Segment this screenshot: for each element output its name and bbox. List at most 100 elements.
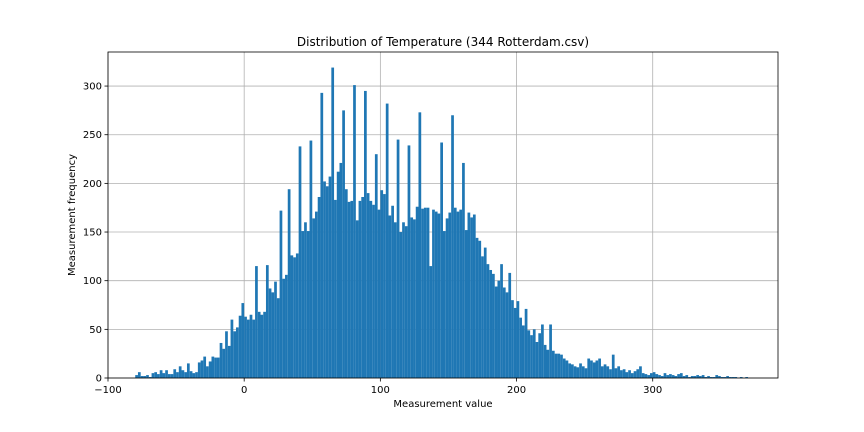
histogram-bar [361, 196, 365, 378]
histogram-bar [355, 220, 359, 378]
histogram-bar [728, 377, 732, 378]
histogram-bar [195, 372, 198, 378]
histogram-bar [230, 319, 234, 378]
histogram-bar [451, 115, 454, 379]
histogram-bar [399, 232, 403, 378]
histogram-bar [453, 207, 457, 378]
histogram-bar [622, 369, 626, 378]
histogram-bar [579, 363, 582, 378]
y-axis-ticks: 0 50 100 150 200 250 300 [83, 82, 108, 385]
histogram-bar [157, 374, 160, 378]
histogram-bar [519, 317, 522, 378]
histogram-bar [263, 311, 266, 378]
histogram-bar [437, 213, 441, 378]
histogram-bar [560, 354, 563, 378]
histogram-bar [546, 349, 550, 378]
y-tick-label: 250 [83, 130, 102, 141]
histogram-bar [625, 372, 629, 378]
histogram-bar [641, 373, 645, 378]
histogram-bar [600, 366, 604, 378]
x-tick-label: 300 [643, 385, 662, 396]
histogram-bar [167, 374, 171, 378]
plot-frame [107, 51, 779, 379]
histogram-bar [233, 331, 237, 378]
histogram-bar [154, 372, 158, 378]
histogram-bar [521, 325, 525, 378]
histogram-bar [707, 376, 710, 378]
histogram-bar [410, 217, 414, 378]
histogram-bar [325, 186, 329, 378]
histogram-bar [745, 377, 749, 378]
histogram-bar [339, 162, 343, 378]
histogram-bar [407, 145, 411, 378]
histogram-bar [265, 265, 269, 378]
histogram-bar [236, 327, 239, 378]
histogram-bar [524, 308, 528, 378]
histogram-bar [350, 200, 354, 378]
histogram-bar [372, 204, 375, 378]
histogram-bar [208, 361, 212, 378]
histogram-bar [222, 348, 226, 378]
histogram-bar [146, 375, 149, 378]
histogram-bar [214, 357, 217, 378]
histogram-bar [140, 376, 144, 378]
histogram-bar [584, 368, 588, 378]
histogram-bar [502, 287, 506, 378]
histogram-bar [462, 162, 465, 378]
histogram-bar [358, 200, 362, 378]
histogram-bar [429, 266, 433, 378]
histogram-bar [342, 110, 345, 378]
histogram-bar [669, 374, 672, 378]
y-axis-label: Measurement frequency [67, 154, 78, 276]
histogram-bar [551, 350, 555, 378]
histogram-bar [530, 335, 533, 378]
histogram-bar [666, 375, 670, 378]
histogram-bar [216, 357, 220, 378]
histogram-bar [197, 362, 201, 378]
histogram-bar [347, 201, 351, 378]
histogram-bar [135, 375, 138, 378]
histogram-bar [543, 344, 547, 378]
histogram-bar [663, 373, 667, 378]
histogram-bar [328, 176, 332, 378]
histogram-bar [573, 366, 577, 378]
histogram-bar [393, 222, 397, 378]
histogram-bar [383, 194, 386, 378]
histogram-bar [377, 209, 381, 378]
histogram-bar [598, 358, 601, 378]
histogram-bar [170, 374, 174, 378]
histogram-bar [723, 377, 727, 378]
histogram-bar [181, 370, 185, 378]
histogram-bar [614, 368, 618, 378]
histogram-bar [304, 222, 307, 378]
histogram-bar [660, 376, 664, 378]
histogram-bar [655, 374, 659, 378]
histogram-bar [257, 311, 261, 378]
histogram-bar [282, 278, 286, 378]
histogram-bar [494, 286, 498, 378]
chart-title: Distribution of Temperature (344 Rotterd… [297, 35, 589, 49]
histogram-bar [364, 90, 367, 378]
histogram-bar [709, 377, 713, 378]
histogram-bar [535, 341, 539, 378]
histogram-bar [255, 266, 258, 378]
histogram-bar [331, 67, 335, 378]
histogram-bar [628, 370, 631, 378]
histogram-bar [426, 207, 430, 378]
histogram-bar [636, 369, 640, 378]
histogram-bar [314, 211, 318, 378]
histogram-bar [633, 371, 637, 378]
histogram-bar [606, 366, 610, 378]
histogram-bar [639, 366, 642, 378]
histogram-bar [592, 362, 596, 378]
histogram-bar [306, 231, 310, 378]
x-tick-label: −100 [94, 385, 121, 396]
histogram-bar [557, 353, 561, 378]
histogram-bar [472, 214, 476, 378]
histogram-bar [421, 208, 424, 378]
histogram-bar [380, 190, 384, 378]
histogram-bar [696, 375, 700, 378]
histogram-bar [456, 211, 460, 378]
histogram-bar [565, 360, 569, 378]
histogram-bar [238, 315, 242, 378]
